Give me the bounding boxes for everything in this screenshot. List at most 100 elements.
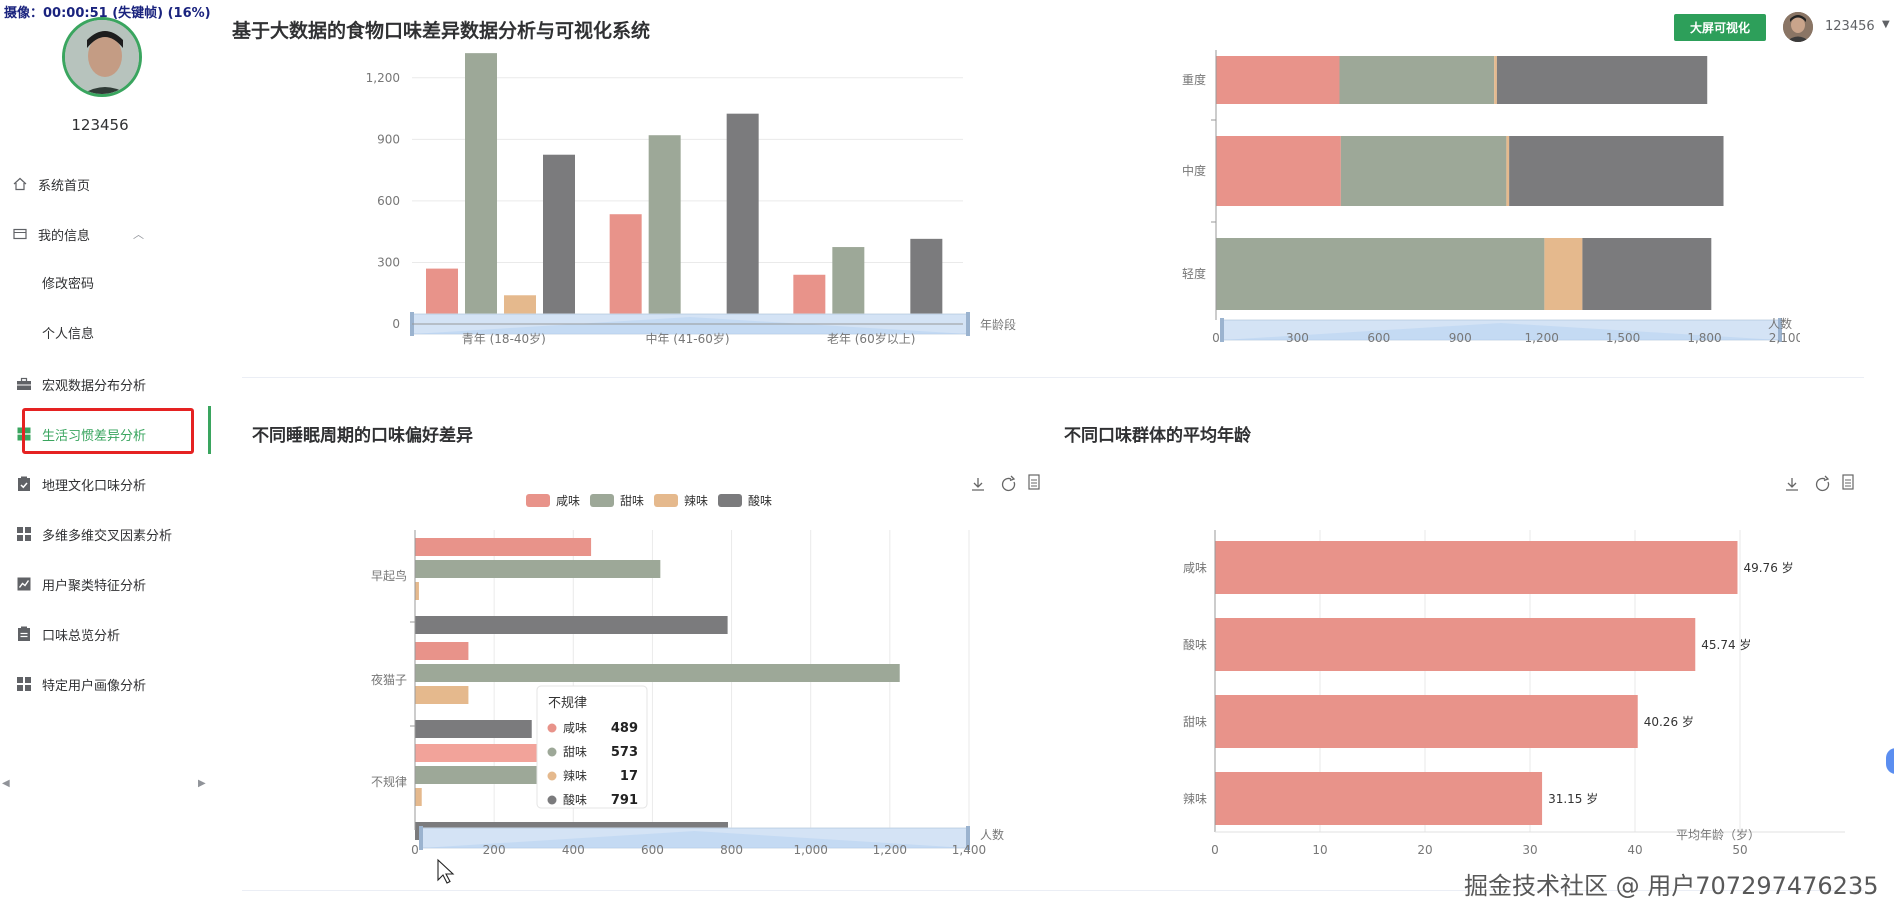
sidebar-item-geo-culture-analysis[interactable]: 地理文化口味分析 <box>0 466 212 502</box>
y-tick-label: 不规律 <box>371 774 407 789</box>
x-tick-label: 1,200 <box>873 843 907 857</box>
bar-data-label: 31.15 岁 <box>1548 791 1598 806</box>
bar-segment <box>1496 56 1708 104</box>
bar <box>415 664 900 682</box>
highlight-annotation-box <box>22 408 194 454</box>
bar-segment <box>1340 136 1507 206</box>
avg-age-chart-toolbox[interactable] <box>1786 474 1854 492</box>
sidebar-item-label: 修改密码 <box>42 276 95 292</box>
sidebar-item-label: 特定用户画像分析 <box>42 678 147 694</box>
sleep-chart-toolbox[interactable] <box>972 474 1040 492</box>
x-tick-label: 10 <box>1312 843 1327 857</box>
zoom-shadow <box>412 317 968 334</box>
user-avatar[interactable] <box>62 17 142 97</box>
x-tick-label: 600 <box>1367 331 1390 345</box>
zoom-shadow <box>421 831 968 848</box>
bar-segment <box>1216 56 1340 104</box>
sidebar-item-home[interactable]: 系统首页 <box>0 166 212 202</box>
sidebar-subitem-change-password[interactable]: 修改密码 <box>0 264 212 300</box>
bar <box>648 135 681 324</box>
x-tick-label: 600 <box>641 843 664 857</box>
degree-chart-zoom-slider[interactable] <box>1220 318 1782 342</box>
sidebar-item-cluster-analysis[interactable]: 用户聚类特征分析 <box>0 566 212 602</box>
zoom-selected-range <box>1222 320 1780 340</box>
zoom-selected-range <box>421 828 968 848</box>
avatar-photo-icon <box>65 20 139 94</box>
panel-divider <box>242 890 1054 891</box>
bar <box>1215 695 1638 748</box>
x-axis-label: 人数 <box>1768 316 1792 331</box>
legend-swatch <box>718 494 742 507</box>
bar <box>415 642 469 660</box>
zoom-handle-left <box>1220 318 1224 342</box>
sidebar-subitem-personal-info[interactable]: 个人信息 <box>0 314 212 350</box>
mouse-cursor-icon <box>437 858 455 884</box>
sleep-chart-legend[interactable]: 咸味 甜味 辣味 酸味 <box>526 493 772 508</box>
sidebar: 摄像：00:00:51 (失键帧) (16%) 123456 系统首页 我的信息… <box>0 0 212 921</box>
legend-swatch <box>526 494 550 507</box>
sidebar-item-label: 生活习惯差异分析 <box>42 428 147 444</box>
zoom-handle-right <box>966 826 970 850</box>
home-icon <box>12 176 28 192</box>
scroll-left-icon[interactable]: ◀ <box>2 778 10 789</box>
sleep-chart-zoom-slider[interactable] <box>419 826 970 850</box>
download-icon <box>1786 478 1798 491</box>
tooltip-value: 17 <box>620 769 638 784</box>
floating-helper-button[interactable] <box>1886 748 1894 774</box>
sleep-chart-bars <box>415 538 900 840</box>
big-screen-button[interactable]: 大屏可视化 <box>1674 14 1766 41</box>
x-tick-label: 800 <box>720 843 743 857</box>
x-tick-label: 0 <box>1211 843 1219 857</box>
tooltip-value: 573 <box>611 745 638 760</box>
bar-segment <box>1494 56 1497 104</box>
apps-icon <box>16 676 32 692</box>
bar-data-label: 49.76 岁 <box>1743 560 1793 575</box>
bar-segment <box>1509 136 1724 206</box>
x-tick-label: 青年 (18-40岁) <box>462 331 546 346</box>
tooltip-box <box>536 685 648 809</box>
bar <box>415 582 419 600</box>
bar-data-label: 40.26 岁 <box>1644 714 1694 729</box>
sidebar-item-my-info[interactable]: 我的信息 ︿ <box>0 216 212 252</box>
sidebar-item-label: 用户聚类特征分析 <box>42 578 147 594</box>
sidebar-item-label: 我的信息 <box>38 228 91 244</box>
y-tick-label: 0 <box>392 317 400 331</box>
line-chart-icon <box>16 576 32 592</box>
x-axis-label: 人数 <box>980 827 1004 842</box>
sidebar-item-macro-analysis[interactable]: 宏观数据分布分析 <box>0 366 212 402</box>
sidebar-item-label: 多维多维交叉因素分析 <box>42 528 173 544</box>
x-tick-label: 1,800 <box>1687 331 1721 345</box>
sidebar-item-user-portrait[interactable]: 特定用户画像分析 <box>0 666 212 702</box>
bar-segment <box>1582 238 1712 310</box>
header-avatar[interactable] <box>1783 12 1813 42</box>
refresh-icon <box>1001 475 1016 492</box>
legend-label: 辣味 <box>684 494 708 508</box>
x-tick-label: 200 <box>483 843 506 857</box>
y-tick-label: 中度 <box>1182 163 1206 178</box>
caret-down-icon[interactable]: ▼ <box>1882 19 1890 30</box>
sidebar-item-label: 地理文化口味分析 <box>42 478 147 494</box>
sidebar-item-cross-factor-analysis[interactable]: 多维多维交叉因素分析 <box>0 516 212 552</box>
sidebar-item-taste-overview[interactable]: 口味总览分析 <box>0 616 212 652</box>
x-tick-label: 0 <box>411 843 419 857</box>
sidebar-username: 123456 <box>71 116 129 134</box>
bar <box>543 154 575 324</box>
download-icon <box>972 478 984 491</box>
x-tick-label: 中年 (41-60岁) <box>645 331 729 346</box>
x-tick-label: 400 <box>562 843 585 857</box>
bar <box>415 720 532 738</box>
tooltip-dot <box>547 723 557 733</box>
data-view-icon-lines <box>1845 479 1851 487</box>
tooltip-title: 不规律 <box>548 696 587 711</box>
header-username[interactable]: 123456 <box>1825 19 1875 34</box>
x-tick-label: 1,500 <box>1606 331 1640 345</box>
scroll-right-icon[interactable]: ▶ <box>198 778 206 789</box>
avg-age-chart: 49.76 岁 45.74 岁 40.26 岁 31.15 岁 0 10 20 30 40 50… <box>1183 474 1854 857</box>
clipboard-list-icon <box>16 626 32 642</box>
recording-badge: 摄像：00:00:51 (失键帧) (16%) <box>4 6 211 21</box>
chevron-up-icon: ︿ <box>133 228 144 241</box>
y-tick-label: 900 <box>377 132 400 146</box>
